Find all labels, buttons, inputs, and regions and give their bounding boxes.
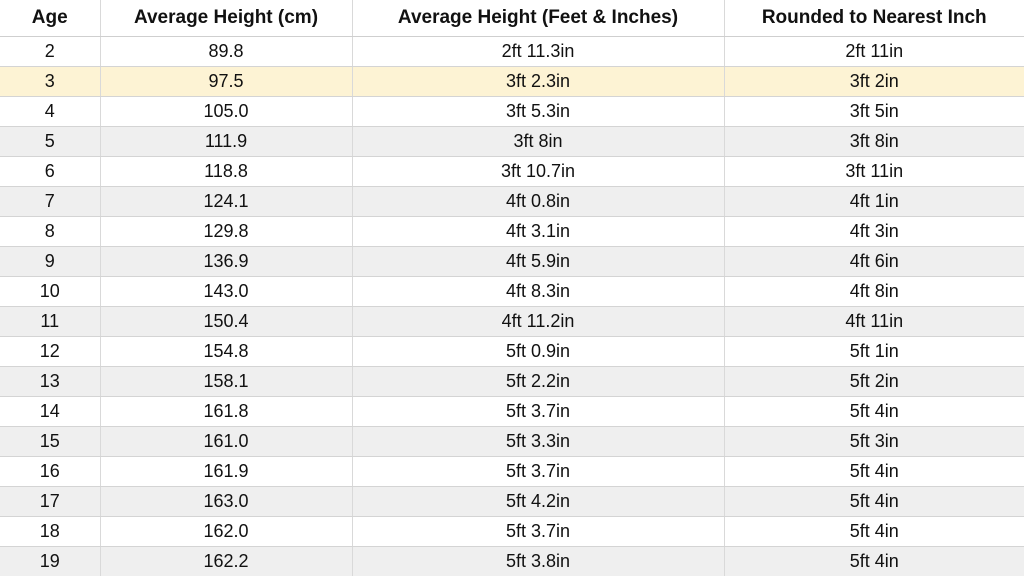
cell-height-ft-in: 4ft 8.3in: [352, 276, 725, 307]
cell-age: 17: [0, 486, 101, 517]
cell-height-cm: 136.9: [100, 246, 353, 277]
cell-height-ft-in: 5ft 0.9in: [352, 336, 725, 367]
cell-height-ft-in: 2ft 11.3in: [352, 36, 725, 67]
cell-rounded: 5ft 4in: [724, 516, 1024, 547]
cell-height-ft-in: 5ft 3.3in: [352, 426, 725, 457]
cell-age: 14: [0, 396, 101, 427]
cell-height-cm: 162.2: [100, 546, 353, 576]
table-row: 2 89.8 2ft 11.3in 2ft 11in: [0, 36, 1024, 67]
cell-age: 5: [0, 126, 101, 157]
header-height-ft-in: Average Height (Feet & Inches): [352, 0, 725, 37]
cell-height-ft-in: 3ft 8in: [352, 126, 725, 157]
table-row: 19 162.2 5ft 3.8in 5ft 4in: [0, 546, 1024, 576]
cell-rounded: 5ft 4in: [724, 546, 1024, 576]
cell-rounded: 4ft 8in: [724, 276, 1024, 307]
table-row: 15 161.0 5ft 3.3in 5ft 3in: [0, 426, 1024, 457]
cell-height-cm: 163.0: [100, 486, 353, 517]
table-row: 10 143.0 4ft 8.3in 4ft 8in: [0, 276, 1024, 307]
table-row: 6 118.8 3ft 10.7in 3ft 11in: [0, 156, 1024, 187]
cell-height-cm: 161.9: [100, 456, 353, 487]
cell-rounded: 5ft 4in: [724, 456, 1024, 487]
cell-height-cm: 124.1: [100, 186, 353, 217]
cell-rounded: 5ft 4in: [724, 486, 1024, 517]
cell-height-ft-in: 5ft 3.7in: [352, 456, 725, 487]
cell-height-ft-in: 3ft 10.7in: [352, 156, 725, 187]
table-row: 4 105.0 3ft 5.3in 3ft 5in: [0, 96, 1024, 127]
cell-rounded: 5ft 1in: [724, 336, 1024, 367]
cell-age: 10: [0, 276, 101, 307]
cell-rounded: 3ft 11in: [724, 156, 1024, 187]
cell-rounded: 4ft 6in: [724, 246, 1024, 277]
cell-height-cm: 105.0: [100, 96, 353, 127]
table-row: 11 150.4 4ft 11.2in 4ft 11in: [0, 306, 1024, 337]
cell-rounded: 5ft 3in: [724, 426, 1024, 457]
cell-height-ft-in: 4ft 3.1in: [352, 216, 725, 247]
cell-age: 13: [0, 366, 101, 397]
cell-height-cm: 161.0: [100, 426, 353, 457]
cell-age: 8: [0, 216, 101, 247]
cell-height-ft-in: 5ft 4.2in: [352, 486, 725, 517]
cell-height-cm: 143.0: [100, 276, 353, 307]
cell-rounded: 2ft 11in: [724, 36, 1024, 67]
cell-age: 9: [0, 246, 101, 277]
header-row: Age Average Height (cm) Average Height (…: [0, 0, 1024, 37]
cell-height-ft-in: 4ft 5.9in: [352, 246, 725, 277]
cell-height-ft-in: 3ft 5.3in: [352, 96, 725, 127]
table-row: 17 163.0 5ft 4.2in 5ft 4in: [0, 486, 1024, 517]
cell-age: 2: [0, 36, 101, 67]
table-row: 13 158.1 5ft 2.2in 5ft 2in: [0, 366, 1024, 397]
table-row: 14 161.8 5ft 3.7in 5ft 4in: [0, 396, 1024, 427]
cell-height-cm: 150.4: [100, 306, 353, 337]
table-body: 2 89.8 2ft 11.3in 2ft 11in 3 97.5 3ft 2.…: [0, 36, 1024, 576]
cell-height-cm: 162.0: [100, 516, 353, 547]
header-age: Age: [0, 0, 101, 37]
cell-rounded: 3ft 5in: [724, 96, 1024, 127]
cell-age: 16: [0, 456, 101, 487]
table-row: 18 162.0 5ft 3.7in 5ft 4in: [0, 516, 1024, 547]
table-row: 8 129.8 4ft 3.1in 4ft 3in: [0, 216, 1024, 247]
cell-height-cm: 89.8: [100, 36, 353, 67]
cell-height-cm: 97.5: [100, 66, 353, 97]
table-row: 7 124.1 4ft 0.8in 4ft 1in: [0, 186, 1024, 217]
table-row-highlighted: 3 97.5 3ft 2.3in 3ft 2in: [0, 66, 1024, 97]
cell-height-ft-in: 5ft 3.7in: [352, 396, 725, 427]
cell-height-cm: 161.8: [100, 396, 353, 427]
cell-height-cm: 118.8: [100, 156, 353, 187]
cell-height-ft-in: 5ft 3.8in: [352, 546, 725, 576]
cell-age: 6: [0, 156, 101, 187]
cell-height-ft-in: 5ft 3.7in: [352, 516, 725, 547]
cell-height-ft-in: 4ft 11.2in: [352, 306, 725, 337]
table-row: 5 111.9 3ft 8in 3ft 8in: [0, 126, 1024, 157]
cell-rounded: 3ft 8in: [724, 126, 1024, 157]
cell-rounded: 5ft 4in: [724, 396, 1024, 427]
cell-rounded: 3ft 2in: [724, 66, 1024, 97]
cell-age: 4: [0, 96, 101, 127]
cell-age: 19: [0, 546, 101, 576]
cell-height-ft-in: 5ft 2.2in: [352, 366, 725, 397]
cell-rounded: 4ft 11in: [724, 306, 1024, 337]
cell-age: 18: [0, 516, 101, 547]
table-row: 12 154.8 5ft 0.9in 5ft 1in: [0, 336, 1024, 367]
cell-height-cm: 111.9: [100, 126, 353, 157]
cell-height-ft-in: 4ft 0.8in: [352, 186, 725, 217]
table-row: 16 161.9 5ft 3.7in 5ft 4in: [0, 456, 1024, 487]
cell-age: 15: [0, 426, 101, 457]
header-height-cm: Average Height (cm): [100, 0, 353, 37]
cell-rounded: 5ft 2in: [724, 366, 1024, 397]
cell-age: 11: [0, 306, 101, 337]
cell-age: 7: [0, 186, 101, 217]
header-rounded: Rounded to Nearest Inch: [724, 0, 1024, 37]
table-header: Age Average Height (cm) Average Height (…: [0, 0, 1024, 37]
cell-age: 12: [0, 336, 101, 367]
cell-height-cm: 129.8: [100, 216, 353, 247]
cell-age: 3: [0, 66, 101, 97]
cell-height-cm: 158.1: [100, 366, 353, 397]
table-row: 9 136.9 4ft 5.9in 4ft 6in: [0, 246, 1024, 277]
cell-rounded: 4ft 1in: [724, 186, 1024, 217]
cell-rounded: 4ft 3in: [724, 216, 1024, 247]
cell-height-cm: 154.8: [100, 336, 353, 367]
cell-height-ft-in: 3ft 2.3in: [352, 66, 725, 97]
